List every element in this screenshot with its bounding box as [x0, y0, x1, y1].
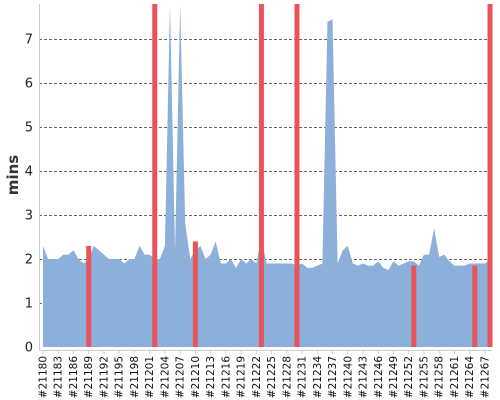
x-tick-label-21222: #21222	[251, 356, 263, 398]
x-tick-label-21252: #21252	[403, 356, 415, 398]
x-tick-label-21198: #21198	[129, 356, 141, 398]
x-tick-label-21201: #21201	[144, 356, 156, 398]
highlight-bar-21189	[86, 245, 92, 347]
highlight-bar-21210	[192, 241, 198, 347]
y-tick-label-5: 5	[25, 121, 33, 136]
x-tick-label-21234: #21234	[312, 356, 324, 399]
highlight-bar-21223	[258, 4, 264, 347]
x-tick-label-21255: #21255	[418, 356, 430, 398]
x-tick-label-21231: #21231	[297, 356, 309, 398]
axes	[39, 4, 492, 351]
x-tick-label-21207: #21207	[175, 356, 187, 398]
highlight-bar-21265	[472, 265, 478, 347]
highlight-bar-21230	[294, 4, 300, 347]
y-tick-label-2: 2	[25, 253, 33, 268]
x-tick-label-21249: #21249	[388, 356, 400, 398]
highlight-bar-21268	[487, 4, 493, 347]
highlight-bar-21253	[411, 265, 417, 347]
y-tick-label-7: 7	[25, 33, 33, 48]
x-tick-label-21243: #21243	[358, 356, 370, 398]
highlight-bars	[86, 4, 493, 347]
x-tick-label-21228: #21228	[281, 356, 293, 398]
y-tick-label-6: 6	[25, 77, 33, 92]
area-series-path	[43, 4, 490, 347]
x-tick-label-21240: #21240	[342, 356, 354, 398]
x-tick-label-21204: #21204	[159, 356, 171, 399]
y-tick-labels: 0 1 2 3 4 5 6 7	[25, 33, 33, 356]
y-axis-title: mins	[4, 155, 22, 195]
highlight-bar-21202	[152, 4, 158, 347]
x-tick-label-21237: #21237	[327, 356, 339, 398]
x-tick-label-21213: #21213	[205, 356, 217, 398]
x-tick-label-21267: #21267	[479, 356, 491, 398]
y-tick-label-0: 0	[25, 341, 33, 356]
y-tick-label-1: 1	[25, 297, 33, 312]
x-tick-label-21219: #21219	[236, 356, 248, 398]
x-tick-label-21210: #21210	[190, 356, 202, 398]
x-tick-label-21261: #21261	[449, 356, 461, 398]
x-tick-label-21192: #21192	[98, 356, 110, 398]
x-tick-label-21225: #21225	[266, 356, 278, 398]
x-tick-label-21264: #21264	[464, 356, 476, 399]
x-tick-label-21258: #21258	[434, 356, 446, 398]
x-tick-label-21216: #21216	[220, 356, 232, 399]
y-tick-label-3: 3	[25, 209, 33, 224]
y-tick-label-4: 4	[25, 165, 33, 180]
x-tick-label-21180: #21180	[38, 356, 50, 398]
x-tick-label-21246: #21246	[373, 356, 385, 399]
x-tick-label-21195: #21195	[114, 356, 126, 398]
x-tick-label-21189: #21189	[83, 356, 95, 398]
x-tick-label-21183: #21183	[53, 356, 65, 398]
x-tick-labels: #21180 #21183 #21186 #21189 #21192 #21195 #211…	[38, 350, 491, 399]
x-tick-label-21186: #21186	[68, 356, 80, 399]
area-series	[43, 4, 490, 347]
